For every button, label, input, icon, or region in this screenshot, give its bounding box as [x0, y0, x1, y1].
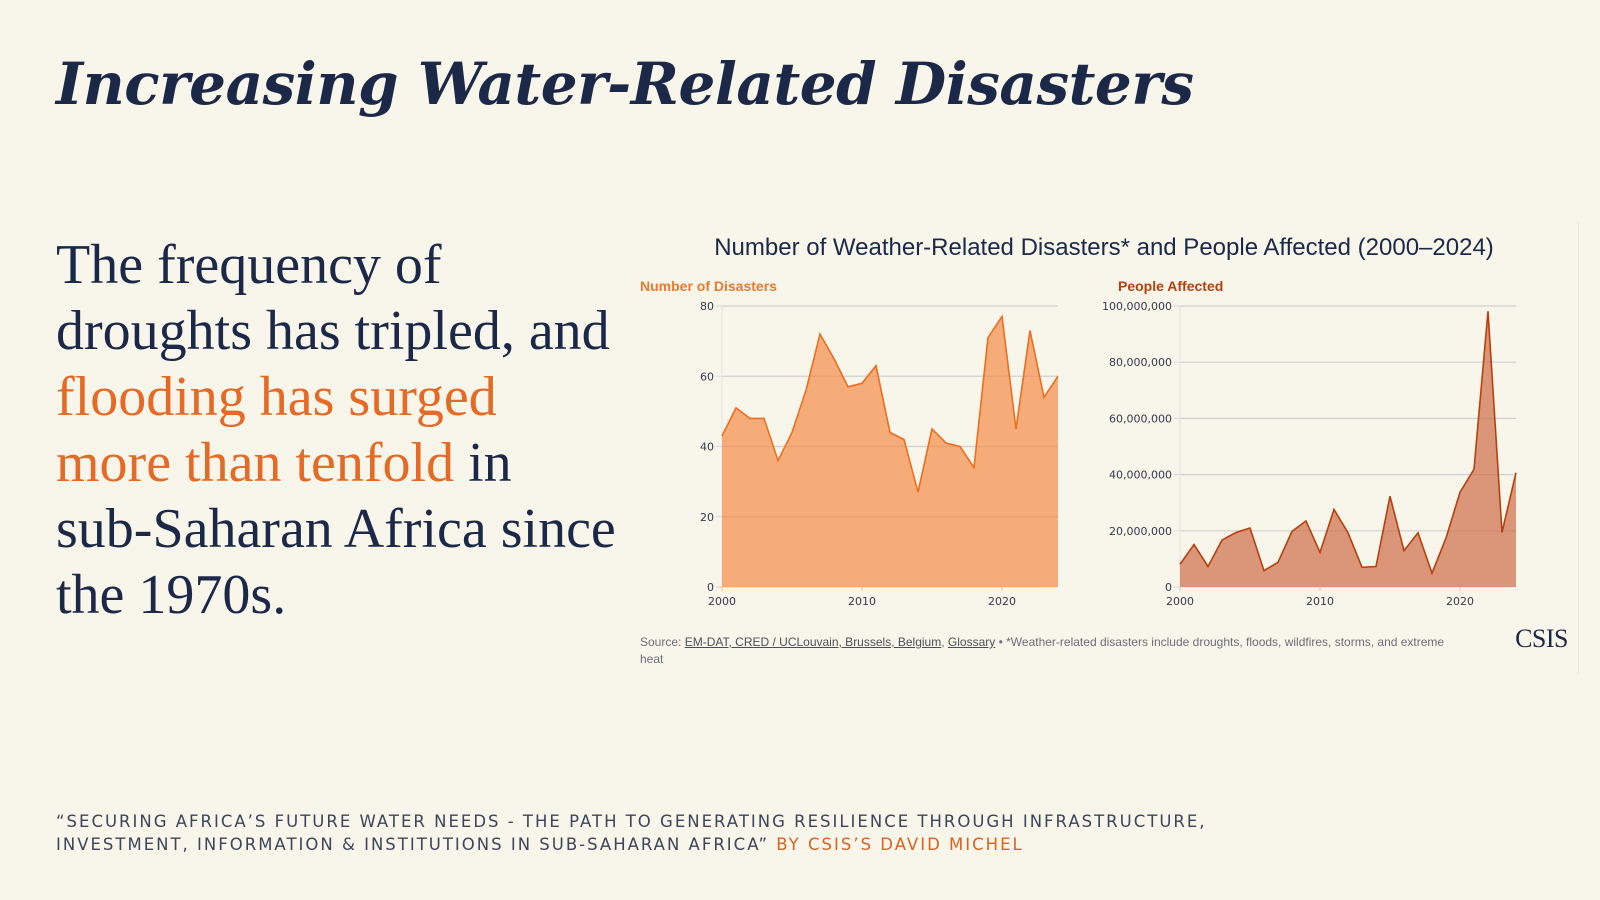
people-y-tick-label: 100,000,000 [1102, 300, 1172, 313]
disasters-y-tick-label: 80 [700, 300, 714, 313]
people-y-tick-label: 20,000,000 [1109, 525, 1172, 538]
chart-title: Number of Weather-Related Disasters* and… [714, 234, 1494, 261]
disasters-y-tick-label: 60 [700, 370, 714, 383]
people-y-tick-label: 40,000,000 [1109, 469, 1172, 482]
lead-text-end: in sub-Saharan Africa since the 1970s. [56, 432, 616, 626]
people-area [1180, 311, 1516, 587]
lead-highlight: flooding has surged more than tenfold [56, 366, 497, 494]
disasters-y-tick-label: 0 [707, 581, 714, 594]
people-y-tick-label: 60,000,000 [1109, 412, 1172, 425]
people-y-tick-label: 0 [1165, 581, 1172, 594]
source-link-emdat[interactable]: EM-DAT, CRED / UCLouvain, Brussels, Belg… [684, 635, 942, 649]
disasters-x-tick-label: 2000 [708, 595, 736, 608]
slide-title: Increasing Water-Related Disasters [56, 50, 1194, 118]
lead-statement: The frequency of droughts has tripled, a… [56, 232, 616, 628]
people-x-tick-label: 2000 [1166, 595, 1194, 608]
source-link-glossary[interactable]: Glossary [947, 635, 996, 649]
lead-text-start: The frequency of droughts has tripled, a… [56, 234, 610, 362]
source-note: Source: EM-DAT, CRED / UCLouvain, Brusse… [640, 634, 1460, 668]
people-x-tick-label: 2010 [1306, 595, 1334, 608]
footer-quote: “Securing Africa’s Future Water Needs - … [56, 812, 1207, 854]
source-footnote: • *Weather-related disasters include dro… [640, 635, 1445, 666]
footer-byline: by CSIS’s David Michel [769, 835, 1024, 854]
disasters-chart-title: Number of Disasters [640, 278, 777, 294]
people-affected-area-chart: 0 20,000,000 40,000,000 60,000,000 80,000,00… [1102, 300, 1517, 608]
footer-citation: “Securing Africa’s Future Water Needs - … [56, 810, 1256, 856]
source-prefix: Source: [640, 635, 685, 649]
disasters-y-tick-label: 40 [700, 441, 714, 454]
disasters-y-tick-label: 20 [700, 511, 714, 524]
disasters-x-tick-label: 2010 [848, 595, 876, 608]
people-chart-title: People Affected [1118, 278, 1224, 294]
chart-panel: Number of Weather-Related Disasters* and… [630, 222, 1579, 674]
source-separator: , [941, 635, 948, 649]
disasters-x-tick-label: 2020 [988, 595, 1016, 608]
disasters-area-chart: 0 20 40 60 80 2000 2010 2020 [700, 300, 1059, 608]
people-y-tick-label: 80,000,000 [1109, 356, 1172, 369]
csis-logo: CSIS [1515, 624, 1568, 653]
disasters-area [722, 316, 1058, 587]
people-x-tick-label: 2020 [1446, 595, 1474, 608]
